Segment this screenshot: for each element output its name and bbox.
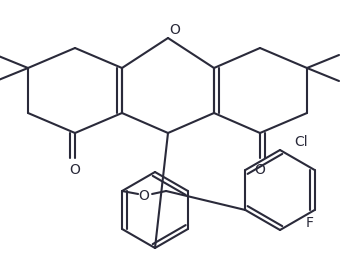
Text: F: F — [306, 216, 314, 230]
Text: Cl: Cl — [294, 135, 308, 149]
Text: O: O — [139, 189, 150, 203]
Text: O: O — [70, 163, 80, 177]
Text: O: O — [170, 23, 180, 37]
Text: O: O — [255, 163, 266, 177]
